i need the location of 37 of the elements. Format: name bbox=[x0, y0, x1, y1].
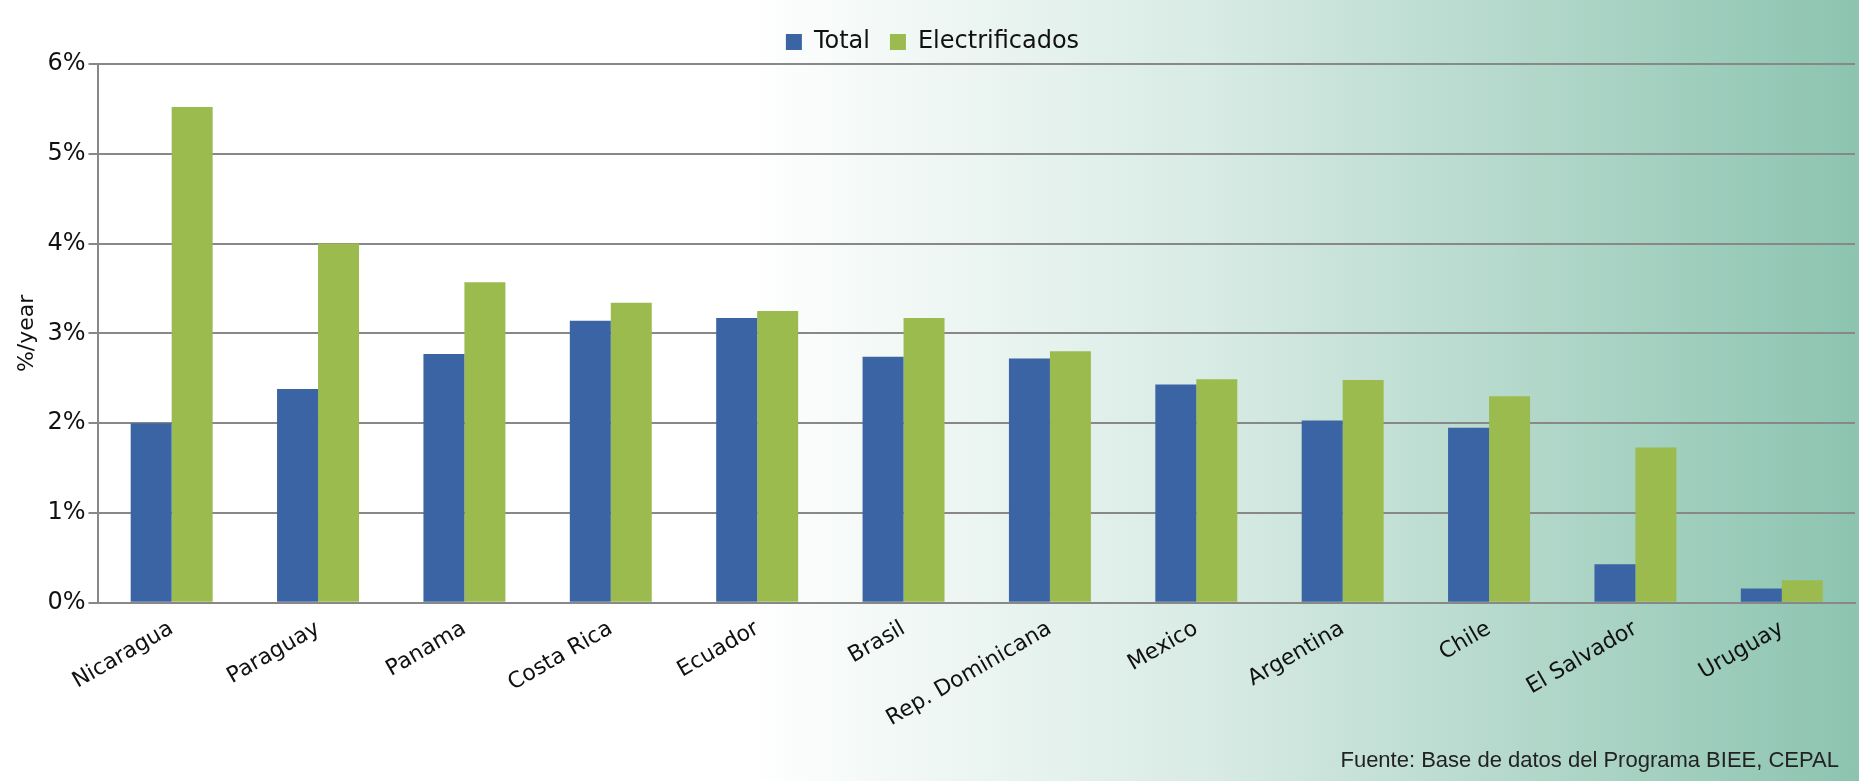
x-tick-label: Costa Rica bbox=[502, 614, 617, 695]
y-tick-label: 5% bbox=[47, 138, 86, 167]
y-axis-title: %/year bbox=[12, 293, 38, 373]
bar bbox=[1448, 427, 1490, 602]
y-tick-label: 0% bbox=[47, 586, 86, 615]
bar bbox=[318, 243, 360, 602]
bar bbox=[569, 320, 611, 602]
bar bbox=[716, 318, 758, 602]
legend-label: Total bbox=[812, 26, 870, 55]
bar bbox=[171, 107, 213, 602]
bar bbox=[1635, 447, 1677, 602]
bar bbox=[1301, 420, 1343, 602]
bar bbox=[130, 423, 172, 602]
y-tick-label: 1% bbox=[47, 497, 86, 526]
bar bbox=[862, 356, 904, 602]
bar bbox=[757, 310, 799, 602]
bar bbox=[1008, 358, 1050, 602]
bar bbox=[1049, 351, 1091, 602]
y-tick-label: 3% bbox=[47, 317, 86, 346]
bar bbox=[1594, 564, 1636, 602]
y-tick-label: 2% bbox=[47, 407, 86, 436]
y-tick-label: 6% bbox=[47, 48, 86, 77]
bar bbox=[277, 389, 319, 602]
y-tick-label: 4% bbox=[47, 227, 86, 256]
bar bbox=[464, 282, 506, 602]
bar bbox=[903, 318, 945, 602]
legend-label: Electrificados bbox=[917, 26, 1080, 55]
bar bbox=[1740, 588, 1782, 602]
source-note: Fuente: Base de datos del Programa BIEE, CEPAL bbox=[1340, 747, 1839, 773]
bar bbox=[610, 302, 652, 602]
x-tick-label: Chile bbox=[1434, 614, 1495, 664]
bar bbox=[1155, 384, 1197, 602]
bar bbox=[1342, 380, 1384, 602]
bar bbox=[1196, 379, 1238, 602]
bar bbox=[1489, 396, 1531, 602]
bar bbox=[1781, 580, 1823, 602]
bar bbox=[423, 354, 465, 602]
